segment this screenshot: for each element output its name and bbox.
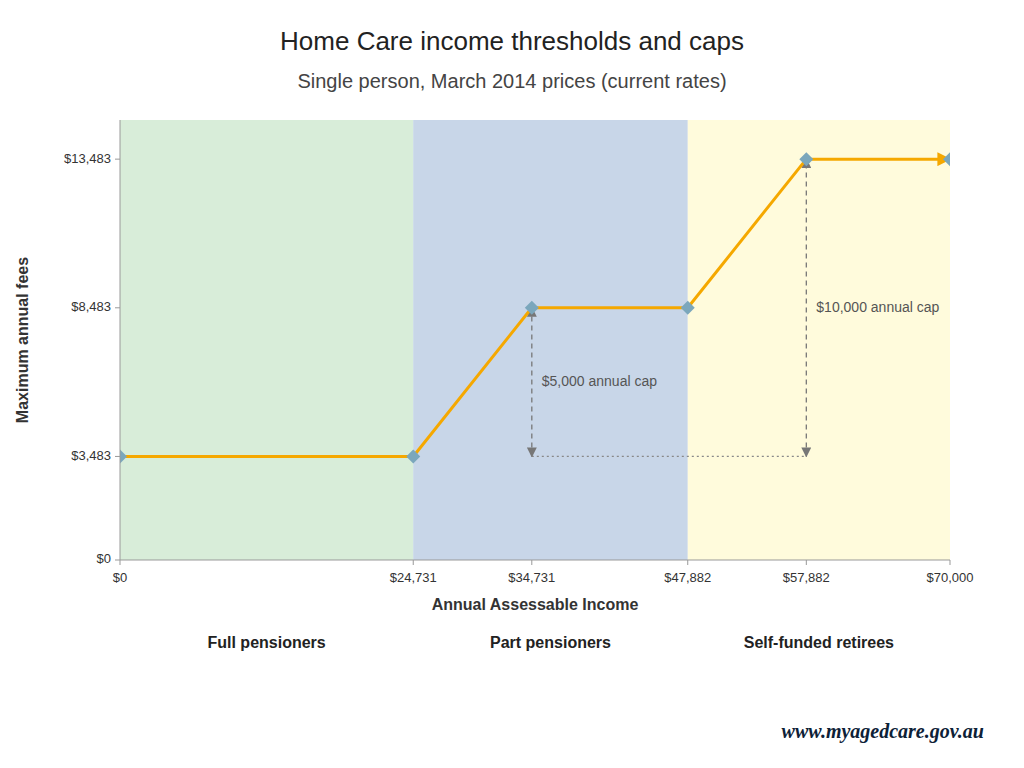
- cap-arrow: [531, 308, 532, 457]
- footer: www.myagedcare.gov.au: [782, 720, 984, 743]
- annotation-label: $5,000 annual cap: [542, 373, 657, 389]
- x-tick: [120, 560, 121, 565]
- x-tick: [413, 560, 414, 565]
- plot-area: [120, 120, 950, 560]
- x-axis-label: Annual Assessable Income: [432, 596, 639, 613]
- x-tick-label: $24,731: [390, 570, 437, 585]
- y-tick: [115, 159, 120, 160]
- reference-line: [532, 456, 807, 457]
- point-marker: [525, 301, 539, 315]
- y-axis-label: Maximum annual fees: [14, 257, 31, 423]
- point-marker: [681, 301, 695, 315]
- point-marker: [120, 449, 127, 463]
- y-tick-label: $13,483: [64, 151, 111, 166]
- y-tick: [115, 560, 120, 561]
- region: [688, 120, 950, 560]
- x-tick: [687, 560, 688, 565]
- x-tick-label: $34,731: [508, 570, 555, 585]
- y-tick-label: $3,483: [71, 448, 111, 463]
- x-tick-label: $0: [113, 570, 127, 585]
- y-tick: [115, 456, 120, 457]
- region-label: Self-funded retirees: [744, 634, 894, 651]
- region-label: Full pensioners: [207, 634, 325, 651]
- x-tick: [806, 560, 807, 565]
- x-axis-line: [120, 560, 950, 561]
- region: [120, 120, 413, 560]
- region-label: Part pensioners: [490, 634, 611, 651]
- point-marker: [799, 152, 813, 166]
- x-tick-label: $57,882: [783, 570, 830, 585]
- y-axis-line: [120, 120, 121, 560]
- annotation-label: $10,000 annual cap: [816, 299, 939, 315]
- y-tick-label: $8,483: [71, 299, 111, 314]
- x-tick-label: $47,882: [664, 570, 711, 585]
- title: Home Care income thresholds and caps: [280, 26, 744, 56]
- point-marker: [943, 152, 950, 166]
- region: [413, 120, 688, 560]
- chart: Home Care income thresholds and caps Sing…: [0, 0, 1024, 768]
- subtitle: Single person, March 2014 prices (curren…: [297, 70, 726, 92]
- x-tick-label: $70,000: [927, 570, 974, 585]
- line-series: [120, 159, 950, 456]
- x-tick: [531, 560, 532, 565]
- x-tick: [950, 560, 951, 565]
- point-marker: [406, 449, 420, 463]
- y-tick-label: $0: [97, 551, 111, 566]
- cap-arrow: [806, 159, 807, 456]
- y-tick: [115, 307, 120, 308]
